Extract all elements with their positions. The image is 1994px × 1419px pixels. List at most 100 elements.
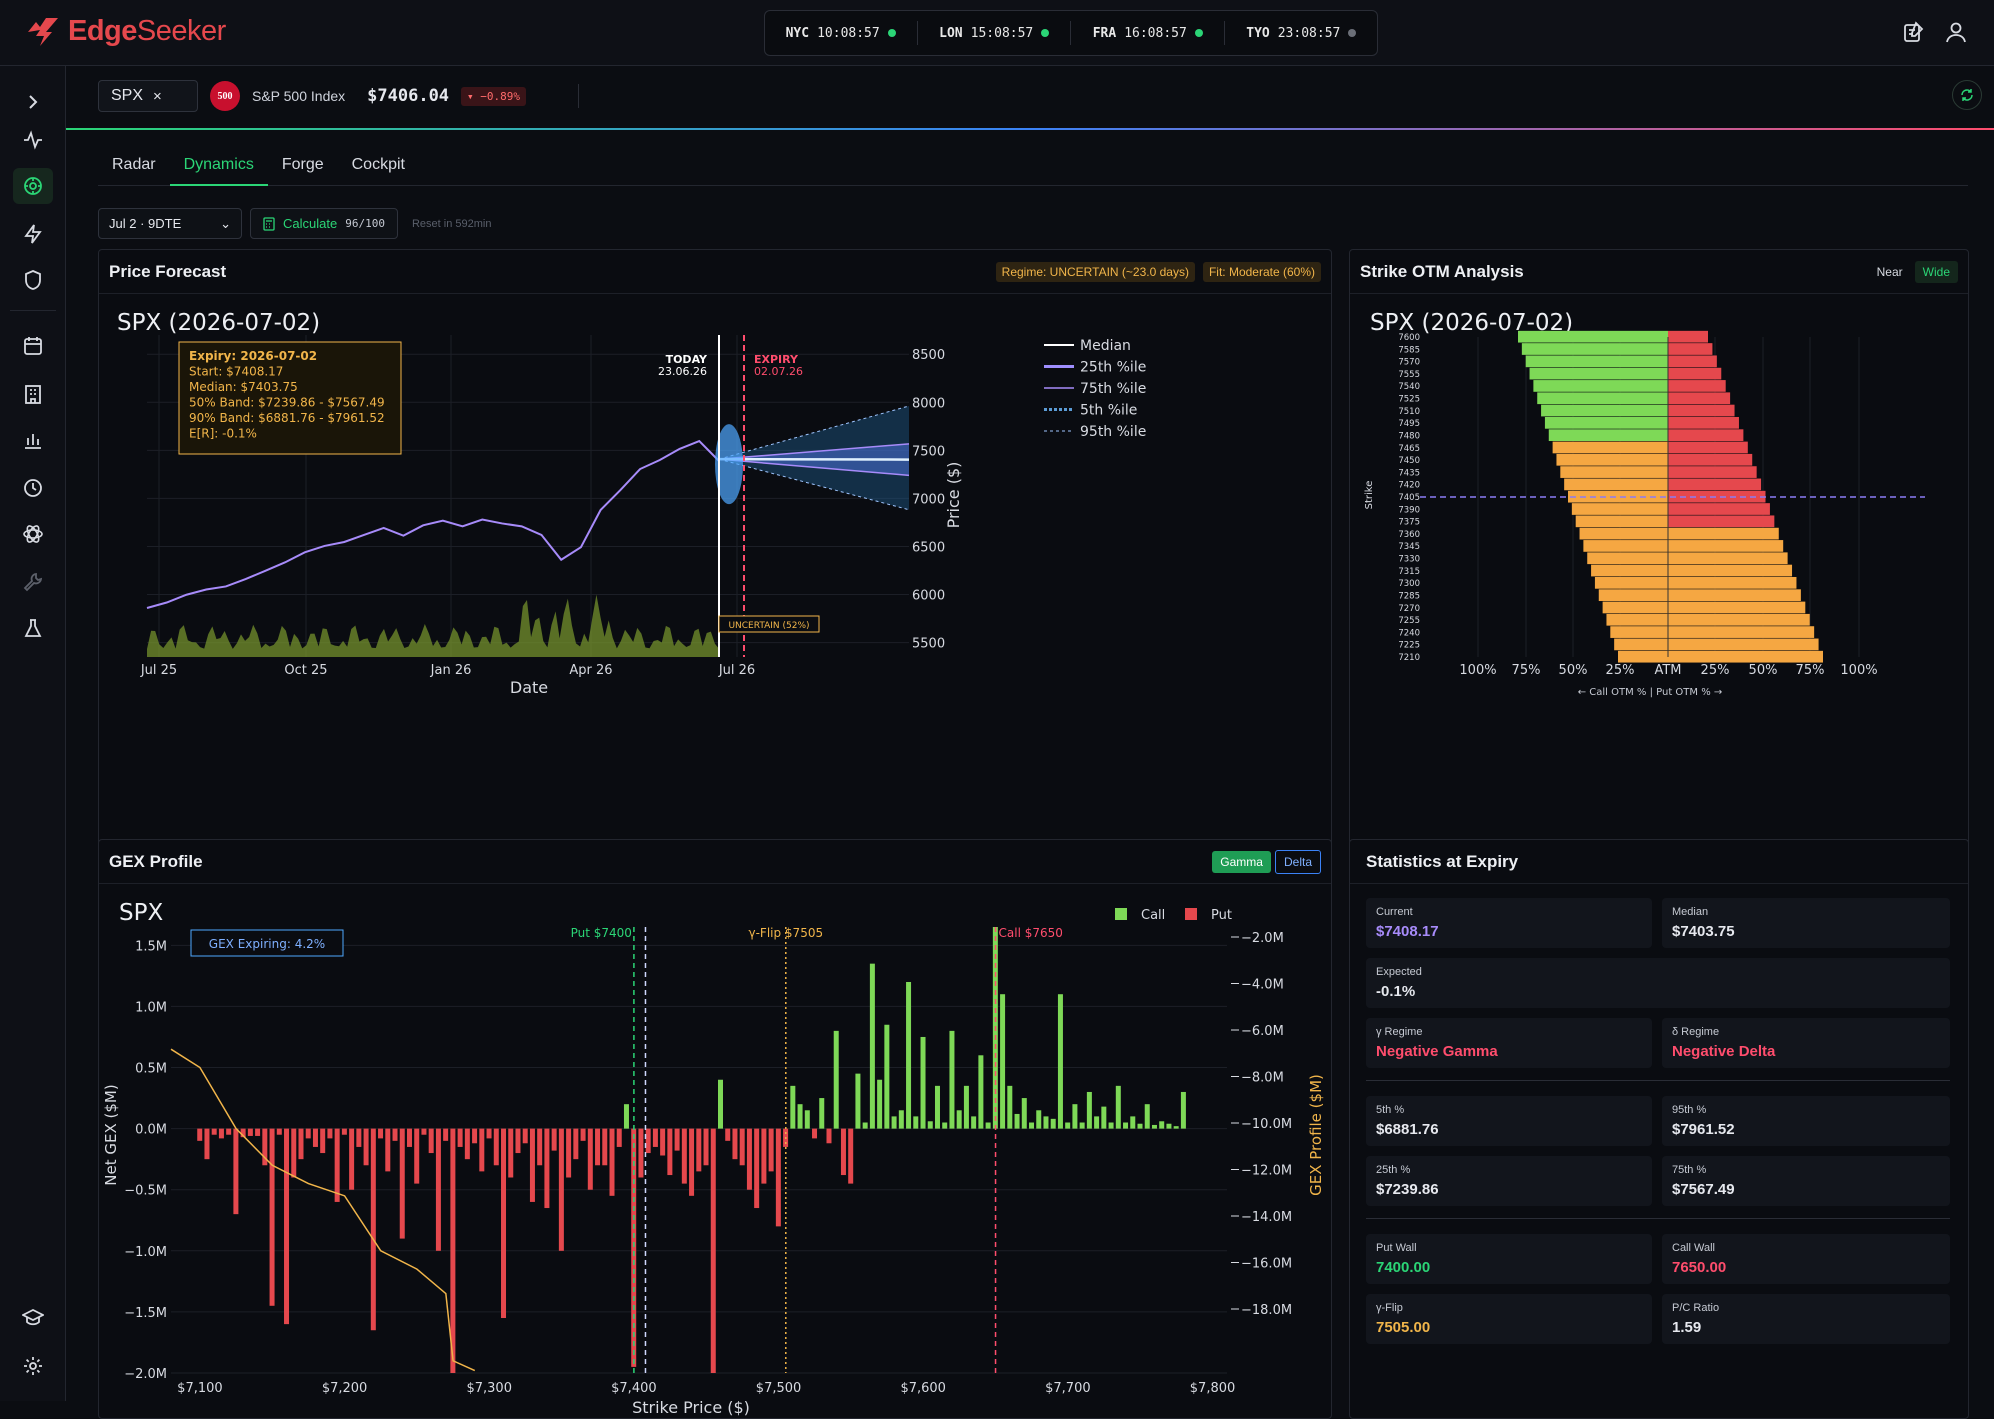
put-otm-bar xyxy=(1668,392,1730,404)
x-tick-label: 100% xyxy=(1459,663,1496,678)
notes-icon[interactable] xyxy=(1902,20,1926,44)
x-tick-label: 25% xyxy=(1701,663,1730,678)
pulse-icon[interactable] xyxy=(13,122,53,158)
graduation-icon[interactable] xyxy=(13,1300,53,1336)
gex-bar xyxy=(740,1129,745,1166)
strike-tick-label: 7585 xyxy=(1398,345,1420,355)
expiry-select[interactable]: Jul 2 · 9DTE⌄ xyxy=(98,208,242,239)
put-otm-bar xyxy=(1668,331,1708,343)
gex-bar xyxy=(682,1129,687,1184)
gex-bar xyxy=(841,1129,846,1175)
gex-bar xyxy=(588,1129,593,1190)
tab-bar: Radar Dynamics Forge Cockpit xyxy=(98,148,1968,186)
gex-bar xyxy=(913,1116,918,1128)
gex-bar xyxy=(1181,1092,1186,1129)
chart-icon[interactable] xyxy=(13,422,53,458)
gex-bar xyxy=(834,1031,839,1129)
shield-icon[interactable] xyxy=(13,262,53,298)
tab-cockpit[interactable]: Cockpit xyxy=(338,148,419,186)
gex-profile-chart[interactable]: SPX1.5M1.0M0.5M0.0M−0.5M−1.0M−1.5M−2.0M−… xyxy=(99,885,1331,1419)
calendar-icon[interactable] xyxy=(13,328,53,364)
index-name: S&P 500 Index xyxy=(252,88,345,104)
call-otm-bar xyxy=(1587,552,1668,564)
gex-bar xyxy=(414,1129,419,1184)
y-tick-label: 8500 xyxy=(912,348,945,363)
expand-icon[interactable] xyxy=(13,84,53,120)
radar-icon[interactable] xyxy=(13,168,53,204)
ticker-chip[interactable]: SPX× xyxy=(98,80,198,112)
put-otm-bar xyxy=(1668,380,1726,392)
refresh-button[interactable] xyxy=(1952,80,1982,110)
brand-logo[interactable]: EdgeSeeker xyxy=(26,14,226,48)
y2-tick-label: −14.0M xyxy=(1241,1210,1292,1225)
tab-radar[interactable]: Radar xyxy=(98,148,170,186)
gex-bar xyxy=(407,1129,412,1147)
gex-bar xyxy=(537,1129,542,1166)
wide-button[interactable]: Wide xyxy=(1915,261,1958,283)
gear-icon[interactable] xyxy=(13,1348,53,1384)
gex-bar xyxy=(544,1129,549,1208)
gex-bar xyxy=(667,1129,672,1175)
tooltip-line: Median: $7403.75 xyxy=(189,380,298,394)
wrench-icon[interactable] xyxy=(13,564,53,600)
gex-bar xyxy=(226,1129,231,1135)
status-dot-icon xyxy=(1348,29,1356,37)
gex-bar xyxy=(458,1129,463,1147)
stat-p75: 75th %$7567.49 xyxy=(1662,1156,1950,1206)
gex-bar xyxy=(732,1129,737,1160)
calc-quota: 96/100 xyxy=(345,217,385,230)
bolt-icon[interactable] xyxy=(13,216,53,252)
stat-current: Current$7408.17 xyxy=(1366,898,1652,948)
y-axis-label: Price ($) xyxy=(944,462,963,529)
gex-bar xyxy=(306,1129,311,1139)
gex-bar xyxy=(884,1025,889,1129)
strike-tick-label: 7390 xyxy=(1398,505,1420,515)
close-icon[interactable]: × xyxy=(153,88,162,105)
put-otm-bar xyxy=(1668,355,1717,367)
gamma-toggle[interactable]: Gamma xyxy=(1212,851,1271,873)
building-icon[interactable] xyxy=(13,376,53,412)
gex-bar xyxy=(660,1129,665,1156)
call-otm-bar xyxy=(1614,639,1668,651)
put-otm-bar xyxy=(1668,442,1748,454)
call-otm-bar xyxy=(1545,417,1668,429)
delta-toggle[interactable]: Delta xyxy=(1275,850,1321,874)
call-otm-bar xyxy=(1533,380,1668,392)
atom-icon[interactable] xyxy=(13,516,53,552)
gex-bar xyxy=(212,1129,217,1135)
gex-bar xyxy=(892,1116,897,1128)
strike-tick-label: 7345 xyxy=(1398,542,1420,552)
tab-forge[interactable]: Forge xyxy=(268,148,338,186)
near-button[interactable]: Near xyxy=(1869,261,1911,283)
tab-dynamics[interactable]: Dynamics xyxy=(170,148,268,186)
gex-bar xyxy=(906,982,911,1129)
y-tick-label: −2.0M xyxy=(124,1367,167,1382)
gex-bar xyxy=(870,964,875,1129)
call-otm-bar xyxy=(1572,503,1668,515)
gex-bar xyxy=(335,1129,340,1202)
strike-tick-label: 7540 xyxy=(1398,382,1420,392)
gex-bar xyxy=(812,1129,817,1139)
clock-icon[interactable] xyxy=(13,470,53,506)
flask-icon[interactable] xyxy=(13,610,53,646)
gex-bar xyxy=(899,1110,904,1128)
gex-bar xyxy=(704,1129,709,1166)
y-tick-label: −1.0M xyxy=(124,1245,167,1260)
strike-tick-label: 7495 xyxy=(1398,419,1420,429)
call-otm-bar xyxy=(1549,429,1668,441)
gex-bar xyxy=(826,1129,831,1144)
user-icon[interactable] xyxy=(1944,20,1968,44)
strike-tick-label: 7375 xyxy=(1398,518,1420,528)
x-tick-label: Jan 26 xyxy=(430,663,472,678)
